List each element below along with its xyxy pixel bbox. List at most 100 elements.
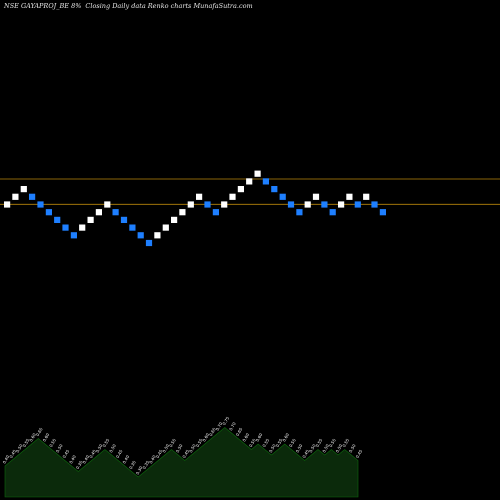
volume-value-label: 0.50 <box>108 443 117 454</box>
renko-brick-down <box>212 209 219 216</box>
renko-brick-up <box>179 209 186 216</box>
volume-value-label: 0.50 <box>95 443 104 454</box>
volume-value-label: 0.40 <box>81 454 90 465</box>
volume-value-label: 0.60 <box>42 432 51 443</box>
renko-brick-up <box>104 201 111 208</box>
volume-value-label: 0.50 <box>295 443 304 454</box>
volume-value-label: 0.60 <box>241 432 250 443</box>
renko-brick-down <box>112 209 119 216</box>
volume-value-label: 0.75 <box>221 415 230 426</box>
volume-value-label: 0.55 <box>261 437 270 448</box>
volume-value-label: 0.50 <box>308 443 317 454</box>
volume-value-label: 0.60 <box>281 432 290 443</box>
renko-brick-up <box>229 193 236 200</box>
renko-brick-down <box>296 209 303 216</box>
volume-value-label: 0.35 <box>75 459 84 470</box>
renko-brick-down <box>54 216 61 223</box>
volume-value-label: 0.60 <box>255 432 264 443</box>
volume-panel: 0.400.450.500.550.600.650.600.550.500.45… <box>2 415 364 498</box>
renko-brick-up <box>4 201 11 208</box>
renko-brick-down <box>321 201 328 208</box>
renko-bricks <box>4 170 386 247</box>
volume-value-label: 0.45 <box>61 448 70 459</box>
volume-value-label: 0.45 <box>355 448 364 459</box>
renko-brick-up <box>338 201 345 208</box>
volume-value-label: 0.50 <box>15 443 24 454</box>
volume-value-label: 0.50 <box>321 443 330 454</box>
volume-value-label: 0.40 <box>68 454 77 465</box>
volume-value-label: 0.55 <box>195 437 204 448</box>
volume-value-label: 0.50 <box>348 443 357 454</box>
volume-value-label: 0.60 <box>28 432 37 443</box>
volume-value-label: 0.50 <box>335 443 344 454</box>
volume-value-label: 0.45 <box>115 448 124 459</box>
volume-value-label: 0.45 <box>8 448 17 459</box>
volume-value-label: 0.55 <box>288 437 297 448</box>
renko-brick-up <box>312 193 320 200</box>
renko-brick-down <box>62 224 69 231</box>
volume-value-label: 0.45 <box>181 448 190 459</box>
renko-brick-down <box>371 201 378 208</box>
volume-area <box>4 427 359 498</box>
volume-value-label: 0.40 <box>148 454 157 465</box>
renko-brick-up <box>363 193 370 200</box>
volume-value-label: 0.65 <box>235 426 244 437</box>
volume-value-label: 0.70 <box>228 421 237 432</box>
renko-brick-down <box>70 232 77 239</box>
renko-brick-down <box>45 209 52 216</box>
renko-brick-down <box>145 239 153 247</box>
volume-value-label: 0.35 <box>141 459 150 470</box>
volume-value-label: 0.65 <box>35 426 44 437</box>
renko-brick-down <box>137 232 144 239</box>
chart-description: Closing Daily data Renko charts MunafaSu… <box>85 2 252 10</box>
renko-brick-down <box>120 216 128 223</box>
renko-brick-up <box>304 201 311 208</box>
volume-value-label: 0.55 <box>248 437 257 448</box>
renko-brick-down <box>271 186 278 193</box>
volume-value-label: 0.40 <box>121 454 130 465</box>
volume-value-label: 0.55 <box>101 437 110 448</box>
renko-brick-down <box>379 209 386 216</box>
renko-brick-up <box>237 186 244 193</box>
renko-brick-up <box>171 216 178 223</box>
renko-brick-down <box>279 193 286 200</box>
volume-value-label: 0.35 <box>128 459 137 470</box>
renko-brick-down <box>354 201 361 208</box>
renko-brick-down <box>262 178 269 185</box>
renko-brick-up <box>196 193 203 200</box>
volume-value-label: 0.50 <box>268 443 277 454</box>
renko-brick-up <box>154 232 161 239</box>
volume-value-label: 0.45 <box>301 448 310 459</box>
renko-brick-up <box>12 193 19 200</box>
renko-brick-up <box>20 186 27 193</box>
renko-brick-up <box>346 193 353 200</box>
renko-brick-up <box>246 178 253 185</box>
volume-value-label: 0.40 <box>2 454 11 465</box>
volume-value-label: 0.55 <box>341 437 350 448</box>
symbol-title: NSE GAYAPROJ_BE 8% <box>3 2 81 10</box>
volume-value-label: 0.55 <box>22 437 31 448</box>
volume-value-label: 0.55 <box>275 437 284 448</box>
volume-value-label: 0.45 <box>88 448 97 459</box>
volume-value-label: 0.30 <box>135 465 144 476</box>
renko-brick-up <box>79 224 86 231</box>
renko-brick-down <box>204 201 211 208</box>
renko-brick-down <box>129 224 136 231</box>
volume-value-label: 0.50 <box>175 443 184 454</box>
volume-value-label: 0.50 <box>161 443 170 454</box>
volume-value-label: 0.60 <box>201 432 210 443</box>
renko-brick-up <box>221 201 228 208</box>
volume-value-label: 0.50 <box>55 443 64 454</box>
renko-brick-up <box>187 201 194 208</box>
volume-value-label: 0.55 <box>328 437 337 448</box>
renko-brick-down <box>29 193 36 200</box>
volume-value-label: 0.45 <box>155 448 164 459</box>
renko-brick-up <box>95 209 102 216</box>
volume-value-label: 0.70 <box>215 421 224 432</box>
volume-value-label: 0.55 <box>48 437 57 448</box>
volume-value-label: 0.55 <box>315 437 324 448</box>
renko-brick-down <box>329 209 336 216</box>
renko-brick-up <box>162 224 169 231</box>
volume-value-label: 0.55 <box>168 437 177 448</box>
